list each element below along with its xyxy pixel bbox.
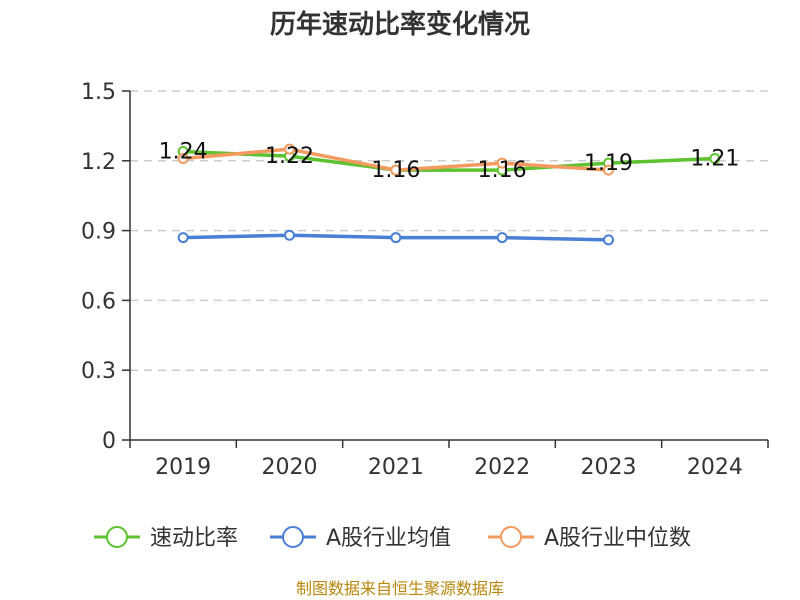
data-label: 1.22 <box>265 144 314 169</box>
x-tick-label: 2021 <box>368 455 424 480</box>
legend-item: 速动比率 <box>94 526 238 551</box>
series-2 <box>177 143 614 176</box>
x-tick-label: 2020 <box>262 455 318 480</box>
data-labels: 1.24 1.22 1.16 1.16 1.19 1.21 <box>159 139 740 183</box>
legend: 速动比率 A股行业均值 A股行业中位数 <box>94 526 691 551</box>
data-point <box>390 232 402 244</box>
y-tick-label: 1.5 <box>81 80 116 105</box>
grid <box>130 90 768 371</box>
legend-label: A股行业中位数 <box>544 526 691 551</box>
legend-item: A股行业均值 <box>270 526 451 551</box>
legend-label: A股行业均值 <box>326 526 451 551</box>
data-point <box>603 164 614 176</box>
data-point <box>390 164 402 176</box>
x-tick-label: 2023 <box>581 455 637 480</box>
y-tick-label: 1.2 <box>81 150 116 175</box>
series-layer <box>177 143 721 246</box>
x-tick-label: 2019 <box>155 455 211 480</box>
source-note: 制图数据来自恒生聚源数据库 <box>296 579 504 598</box>
axes: 0 0.3 0.6 0.9 1.2 1.5 2019 2020 2021 2022 2023 2024 <box>81 80 769 480</box>
chart-title: 历年速动比率变化情况 <box>270 9 530 40</box>
data-label: 1.24 <box>159 139 208 164</box>
data-label: 1.16 <box>371 158 420 183</box>
legend-swatch-marker <box>106 526 128 548</box>
data-point <box>284 229 295 241</box>
data-point <box>177 152 189 164</box>
legend-item: A股行业中位数 <box>488 526 691 551</box>
data-label: 1.21 <box>690 146 739 171</box>
data-point <box>177 232 189 244</box>
y-tick-label: 0.3 <box>81 359 116 384</box>
data-point <box>709 152 721 164</box>
data-point <box>496 157 508 169</box>
data-label: 1.16 <box>478 158 527 183</box>
legend-label: 速动比率 <box>150 526 238 551</box>
data-point <box>603 234 614 246</box>
series-line <box>183 149 715 172</box>
x-tick-label: 2024 <box>687 455 743 480</box>
data-point <box>496 232 508 244</box>
series-1 <box>177 229 614 246</box>
legend-swatch-marker <box>282 526 304 548</box>
y-tick-label: 0.9 <box>81 220 116 245</box>
y-tick-label: 0 <box>102 429 116 454</box>
data-point <box>284 143 295 155</box>
x-tick-label: 2022 <box>474 455 530 480</box>
data-label: 1.19 <box>584 151 633 176</box>
y-tick-label: 0.6 <box>81 289 116 314</box>
legend-swatch-marker <box>500 526 522 548</box>
